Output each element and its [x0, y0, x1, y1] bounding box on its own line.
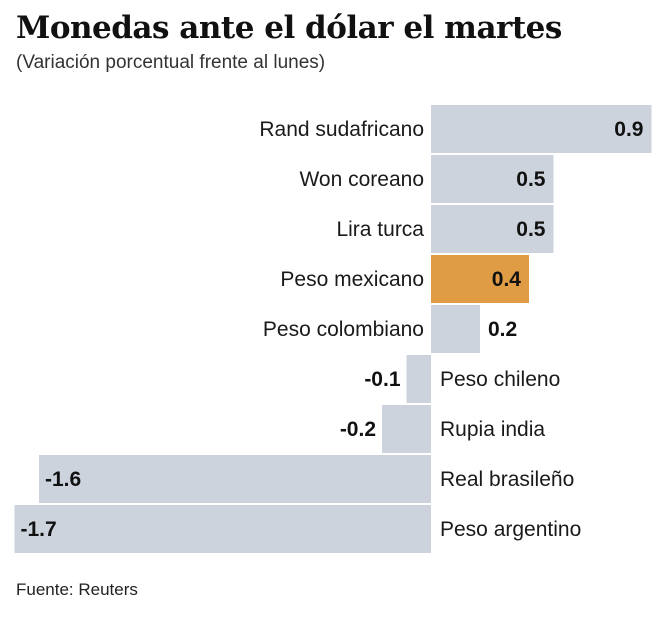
value-label: 0.4 [492, 268, 522, 291]
chart-title: Monedas ante el dólar el martes [16, 10, 562, 46]
value-label: 0.9 [614, 118, 643, 141]
category-label: Rand sudafricano [259, 118, 424, 141]
category-label: Real brasileño [440, 468, 574, 491]
bar [14, 505, 431, 553]
value-label: 0.5 [516, 218, 546, 241]
bar [406, 355, 431, 403]
category-label: Peso colombiano [263, 318, 424, 341]
bar [382, 405, 431, 453]
category-label: Lira turca [336, 218, 424, 241]
value-label: -1.7 [21, 518, 57, 541]
category-label: Peso chileno [440, 368, 560, 391]
bar [431, 305, 480, 353]
category-label: Won coreano [299, 168, 424, 191]
category-label: Peso mexicano [280, 268, 424, 291]
value-label: -1.6 [45, 468, 81, 491]
bar [39, 455, 431, 503]
value-label: -0.1 [364, 368, 401, 391]
bar [431, 155, 554, 203]
category-label: Peso argentino [440, 518, 581, 541]
value-label: -0.2 [340, 418, 376, 441]
bar [431, 205, 554, 253]
chart-subtitle: (Variación porcentual frente al lunes) [16, 52, 326, 73]
bar [431, 255, 529, 303]
category-label: Rupia india [440, 418, 545, 441]
value-label: 0.2 [488, 318, 517, 341]
bar [431, 105, 652, 153]
value-label: 0.5 [516, 168, 546, 191]
chart-source: Fuente: Reuters [16, 580, 138, 599]
